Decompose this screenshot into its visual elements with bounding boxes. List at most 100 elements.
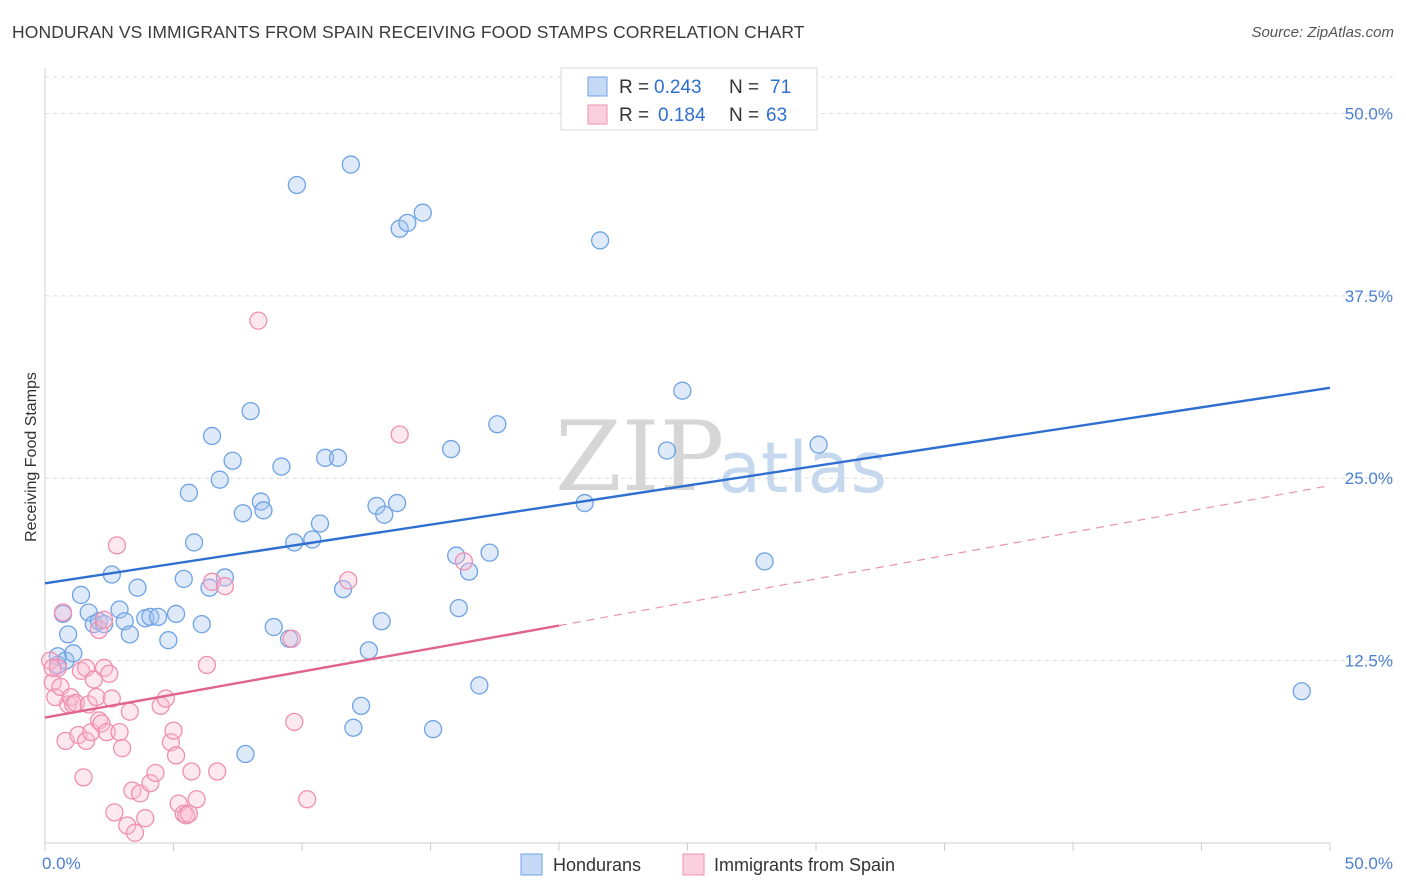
legend-r-label-1: R = <box>619 77 649 98</box>
point-immigrants-from-spain <box>182 762 201 781</box>
watermark: ZIP atlas <box>555 401 887 513</box>
point-immigrants-from-spain <box>40 651 60 670</box>
trend-line-immigrants-from-spain <box>44 624 560 719</box>
point-hondurans <box>441 439 461 459</box>
y-axis-label: Receiving Food Stamps <box>23 372 40 542</box>
point-immigrants-from-spain <box>110 722 129 742</box>
point-immigrants-from-spain <box>87 687 106 707</box>
point-immigrants-from-spain <box>118 816 137 835</box>
point-hondurans <box>233 504 253 523</box>
point-immigrants-from-spain <box>43 658 62 678</box>
chart-title: HONDURAN VS IMMIGRANTS FROM SPAIN RECEIV… <box>12 22 805 42</box>
point-hondurans <box>110 600 129 619</box>
point-immigrants-from-spain <box>89 620 109 640</box>
point-hondurans <box>120 625 139 644</box>
point-hondurans <box>488 415 507 434</box>
point-hondurans <box>315 448 335 467</box>
trend-lines <box>44 386 1331 719</box>
point-hondurans <box>148 607 168 626</box>
bottom-legend-swatch-hondurans <box>520 853 543 876</box>
point-immigrants-from-spain <box>105 803 124 822</box>
point-hondurans <box>254 501 273 520</box>
bottom-legend-label-hondurans: Hondurans <box>553 855 641 875</box>
point-hondurans <box>179 483 199 502</box>
point-hondurans <box>387 493 407 513</box>
legend-r-value-2: 0.184 <box>658 105 706 126</box>
point-hondurans <box>413 203 432 222</box>
point-hondurans <box>673 381 692 400</box>
point-hondurans <box>128 578 147 597</box>
point-hondurans <box>58 625 78 644</box>
point-hondurans <box>285 533 304 552</box>
point-hondurans <box>264 617 283 637</box>
point-immigrants-from-spain <box>120 702 139 721</box>
bottom-legend-swatch-spain <box>682 853 705 876</box>
point-hondurans <box>398 213 417 233</box>
point-immigrants-from-spain <box>74 768 93 787</box>
legend: R = 0.243 N = 71 R = 0.184 N = 63 <box>560 67 818 131</box>
point-immigrants-from-spain <box>208 762 227 781</box>
point-hondurans <box>310 514 330 533</box>
point-hondurans <box>71 585 91 605</box>
point-immigrants-from-spain <box>285 712 304 732</box>
y-tick-label: 25.0% <box>1345 469 1393 488</box>
point-hondurans <box>84 614 103 634</box>
legend-swatch-blue <box>587 76 608 97</box>
point-immigrants-from-spain <box>454 552 474 571</box>
point-immigrants-from-spain <box>94 610 114 629</box>
point-immigrants-from-spain <box>92 714 111 733</box>
point-hondurans <box>755 552 774 571</box>
point-immigrants-from-spain <box>197 655 217 675</box>
point-hondurans <box>333 579 353 599</box>
y-tick-label: 50.0% <box>1345 104 1393 123</box>
point-hondurans <box>459 562 479 581</box>
point-immigrants-from-spain <box>100 664 119 683</box>
point-immigrants-from-spain <box>48 658 67 678</box>
point-hondurans <box>303 530 322 549</box>
point-immigrants-from-spain <box>390 425 409 444</box>
point-hondurans <box>223 451 242 470</box>
point-hondurans <box>359 641 378 660</box>
y-tick-label: 37.5% <box>1345 287 1393 306</box>
point-hondurans <box>174 569 193 589</box>
point-hondurans <box>159 631 178 650</box>
point-hondurans <box>372 612 391 631</box>
legend-swatch-pink <box>587 104 608 125</box>
point-hondurans <box>344 718 363 737</box>
point-hondurans <box>351 696 371 715</box>
point-hondurans <box>141 607 160 626</box>
point-hondurans <box>287 175 307 195</box>
point-hondurans <box>449 598 468 618</box>
point-hondurans <box>1292 682 1311 701</box>
point-hondurans <box>94 614 114 634</box>
legend-n-value-2: 63 <box>766 105 787 126</box>
point-immigrants-from-spain <box>97 722 116 742</box>
point-immigrants-from-spain <box>61 687 80 707</box>
point-hondurans <box>241 401 260 421</box>
legend-r-label-2: R = <box>619 105 649 126</box>
point-hondurans <box>341 155 360 174</box>
series-immigrants-from-spain <box>40 311 474 842</box>
legend-n-label-1: N = <box>729 77 759 98</box>
point-hondurans <box>210 470 229 489</box>
axes <box>44 68 1331 851</box>
point-immigrants-from-spain <box>136 809 155 828</box>
x-tick-label: 50.0% <box>1345 854 1393 873</box>
point-hondurans <box>328 448 348 467</box>
point-immigrants-from-spain <box>146 763 165 783</box>
point-immigrants-from-spain <box>339 571 358 590</box>
point-hondurans <box>657 441 677 460</box>
point-hondurans <box>590 231 610 250</box>
chart-source: Source: ZipAtlas.com <box>1251 24 1394 41</box>
point-immigrants-from-spain <box>249 311 268 330</box>
x-tick-label: 0.0% <box>42 854 81 873</box>
point-hondurans <box>64 644 83 663</box>
point-hondurans <box>166 604 186 624</box>
legend-n-label-2: N = <box>729 105 759 126</box>
legend-r-value-1: 0.243 <box>654 77 702 98</box>
point-hondurans <box>202 426 222 446</box>
bottom-legend-label-spain: Immigrants from Spain <box>714 855 895 875</box>
point-immigrants-from-spain <box>53 603 73 622</box>
point-hondurans <box>236 744 255 764</box>
